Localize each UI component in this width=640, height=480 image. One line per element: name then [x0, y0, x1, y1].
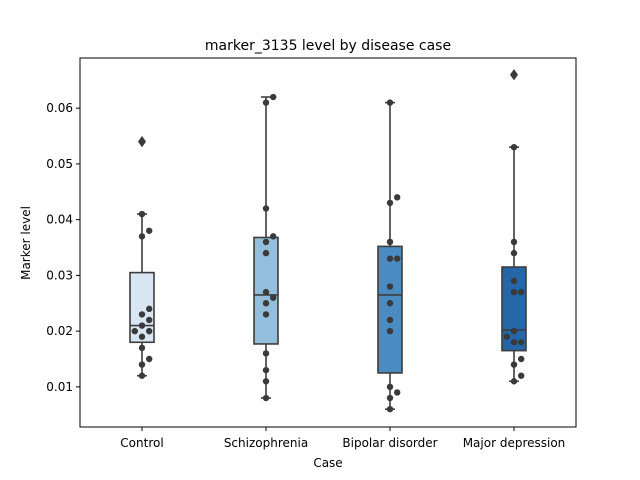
data-point	[270, 93, 277, 101]
data-point	[386, 327, 394, 335]
data-point	[386, 394, 394, 402]
data-point	[386, 199, 394, 207]
data-point	[270, 233, 277, 240]
data-point	[262, 205, 270, 212]
data-point	[262, 378, 270, 385]
data-point	[510, 327, 518, 335]
data-point	[510, 378, 518, 385]
data-point	[510, 288, 518, 296]
data-point	[146, 227, 153, 234]
data-point	[510, 71, 518, 78]
data-point	[518, 339, 525, 346]
data-point	[503, 333, 510, 340]
data-point	[518, 372, 525, 379]
data-point	[270, 294, 277, 301]
data-point	[146, 305, 153, 313]
data-point	[138, 322, 146, 329]
data-point	[138, 311, 146, 318]
data-point	[510, 277, 518, 285]
x-axis-label: Case	[313, 456, 342, 470]
data-point	[138, 344, 146, 352]
data-point	[386, 99, 394, 106]
y-tick-label: 0.05	[46, 157, 73, 171]
data-point	[394, 194, 401, 201]
data-point	[262, 300, 270, 307]
data-point	[146, 316, 153, 324]
data-point	[138, 361, 146, 368]
y-tick-label: 0.03	[46, 268, 73, 282]
y-tick-label: 0.06	[46, 101, 73, 115]
data-point	[386, 238, 394, 246]
axes-frame	[79, 57, 577, 428]
data-point	[146, 355, 153, 363]
plot-area: 0.01 0.02 0.03 0.04 0.05 0.06 Control Schizophr…	[46, 57, 577, 450]
data-point	[262, 350, 270, 357]
data-point	[394, 255, 401, 262]
data-point	[510, 361, 518, 368]
data-point	[138, 372, 146, 379]
data-point	[262, 288, 270, 296]
data-point	[386, 316, 394, 324]
data-point	[386, 405, 394, 413]
y-tick-label: 0.02	[46, 324, 73, 338]
data-point	[262, 366, 270, 374]
y-axis-label: Marker level	[19, 206, 33, 280]
x-tick-label: Control	[120, 436, 163, 450]
data-point	[510, 339, 518, 346]
data-point	[386, 300, 394, 307]
chart-title: marker_3135 level by disease case	[205, 38, 451, 54]
data-point	[386, 383, 394, 391]
data-point	[138, 333, 146, 340]
data-point	[510, 249, 518, 257]
data-point	[386, 255, 394, 262]
data-point	[262, 99, 270, 106]
data-point	[138, 210, 146, 218]
data-point	[262, 238, 270, 246]
data-point	[262, 249, 270, 257]
data-point	[262, 311, 270, 318]
y-tick-label: 0.04	[46, 213, 73, 227]
data-point	[138, 233, 146, 240]
data-point	[138, 138, 146, 145]
box-bipolar-disorder	[377, 245, 403, 374]
data-point	[518, 288, 525, 296]
data-point	[510, 143, 518, 151]
data-point	[518, 355, 525, 363]
data-point	[386, 283, 394, 290]
data-point	[131, 327, 138, 335]
x-tick-label: Schizophrenia	[224, 436, 308, 450]
y-tick-label: 0.01	[46, 380, 73, 394]
data-point	[262, 394, 270, 402]
data-point	[394, 389, 401, 396]
x-tick-label: Major depression	[463, 436, 566, 450]
x-tick-label: Bipolar disorder	[342, 436, 437, 450]
data-point	[510, 238, 518, 246]
data-point	[146, 327, 153, 335]
